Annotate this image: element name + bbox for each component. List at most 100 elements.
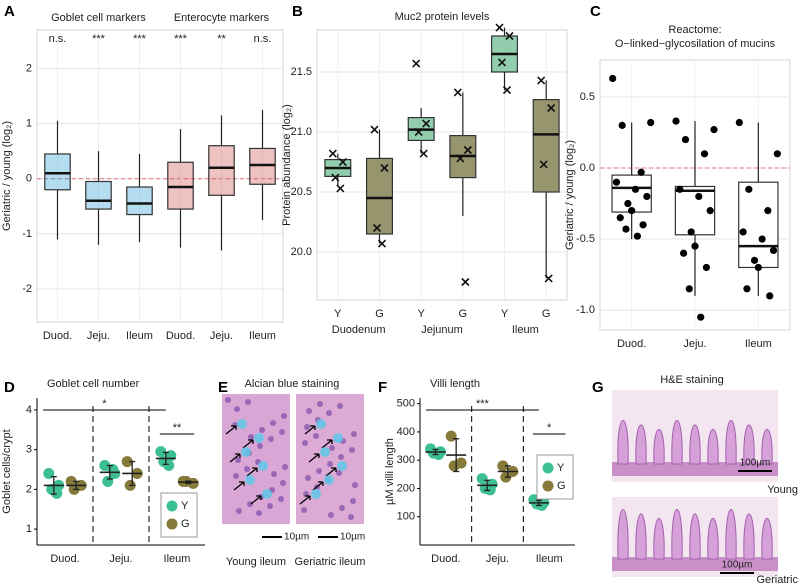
- y-tick-label: 1: [26, 523, 32, 535]
- y-tick-label: -1.0: [576, 304, 595, 316]
- panel-letter: E: [218, 379, 228, 396]
- legend-label: G: [557, 480, 566, 492]
- micrograph-group: [222, 394, 364, 524]
- cell-nucleus: [339, 505, 345, 511]
- legend-swatch: [166, 500, 178, 512]
- plot-frame: [36, 29, 284, 323]
- point: [612, 178, 621, 186]
- y-tick-label: 0: [26, 173, 32, 185]
- point: [764, 207, 772, 215]
- y-axis-label: Geriatric / young (log₂): [1, 121, 13, 231]
- chart-subtitle: O−linked−glycosilation of mucins: [615, 38, 776, 50]
- legend-swatch: [542, 462, 554, 474]
- cell-nucleus: [337, 403, 343, 409]
- point: [414, 127, 423, 137]
- cell-nucleus: [268, 436, 274, 442]
- x-tick-label: Jeju.: [683, 338, 706, 350]
- x-tick-label: Ileum: [249, 330, 276, 342]
- significance-label: **: [217, 33, 226, 45]
- goblet-cell: [337, 461, 347, 471]
- box: [208, 145, 235, 196]
- point: [676, 185, 684, 193]
- legend-label: Y: [181, 500, 189, 512]
- cell-nucleus: [350, 498, 356, 504]
- point: [336, 184, 345, 193]
- villus: [689, 424, 701, 465]
- point: [766, 292, 774, 300]
- x-tick-label: G: [542, 308, 551, 320]
- point: [121, 456, 133, 468]
- point: [453, 88, 462, 97]
- villus: [725, 420, 737, 465]
- cell-nucleus: [257, 443, 263, 449]
- legend-label: G: [181, 518, 190, 530]
- point: [377, 239, 387, 248]
- cell-nucleus: [282, 464, 288, 470]
- point: [616, 214, 624, 222]
- goblet-cell: [320, 447, 330, 457]
- arrow: [312, 481, 324, 491]
- point: [681, 135, 690, 144]
- point: [372, 223, 382, 233]
- villus: [653, 518, 665, 560]
- point: [700, 150, 709, 158]
- point: [697, 313, 705, 321]
- y-tick-label: 300: [397, 454, 415, 466]
- x-tick-label: Duod.: [50, 553, 79, 565]
- arrow: [308, 453, 320, 463]
- cell-nucleus: [236, 508, 242, 514]
- y-tick-label: 400: [397, 426, 415, 438]
- arrow: [246, 467, 258, 477]
- point: [331, 173, 340, 182]
- point: [419, 149, 428, 158]
- y-tick-label: -2: [22, 283, 32, 295]
- x-tick-label: Y: [501, 308, 509, 320]
- scale-label: 10µm: [284, 532, 309, 543]
- point: [710, 126, 718, 134]
- point: [461, 277, 470, 287]
- y-tick-label: 0.5: [580, 91, 595, 103]
- x-tick-label: Duod.: [431, 553, 460, 565]
- panel-letter: D: [4, 379, 15, 396]
- legend-swatch: [542, 480, 554, 492]
- point: [380, 163, 389, 173]
- cell-nucleus: [338, 454, 344, 460]
- point: [691, 242, 699, 250]
- point: [476, 473, 488, 485]
- point: [463, 145, 472, 155]
- significance-label: ***: [174, 33, 188, 45]
- legend-box: [160, 492, 198, 538]
- box: [44, 153, 71, 191]
- significance-label: n.s.: [254, 33, 272, 45]
- x-tick-label: G: [375, 308, 384, 320]
- panel-letter: F: [378, 379, 387, 396]
- cell-nucleus: [327, 461, 333, 467]
- point: [547, 103, 556, 113]
- y-axis-label: Goblet cells/crypt: [1, 429, 13, 513]
- arrow: [325, 467, 337, 477]
- point: [685, 285, 693, 293]
- box: [85, 180, 112, 210]
- y-tick-label: 0.0: [580, 162, 595, 174]
- group-label: Jejunum: [421, 324, 463, 336]
- box: [249, 147, 276, 185]
- panel-title: Alcian blue staining: [245, 378, 340, 390]
- point: [422, 119, 431, 128]
- cell-nucleus: [247, 501, 253, 507]
- y-tick-label: 1: [26, 118, 32, 130]
- cell-nucleus: [301, 507, 307, 513]
- villus: [761, 518, 773, 560]
- panel-letter: C: [590, 3, 601, 20]
- goblet-cell: [241, 447, 251, 457]
- goblet-cell: [311, 489, 321, 499]
- cell-nucleus: [267, 503, 273, 509]
- cell-nucleus: [280, 480, 286, 486]
- cell-nucleus: [316, 468, 322, 474]
- cell-nucleus: [256, 510, 262, 516]
- cell-nucleus: [235, 457, 241, 463]
- point: [743, 285, 751, 293]
- point: [758, 235, 766, 243]
- group-label: Goblet cell markers: [51, 12, 146, 24]
- point: [706, 207, 714, 215]
- villus: [635, 424, 647, 465]
